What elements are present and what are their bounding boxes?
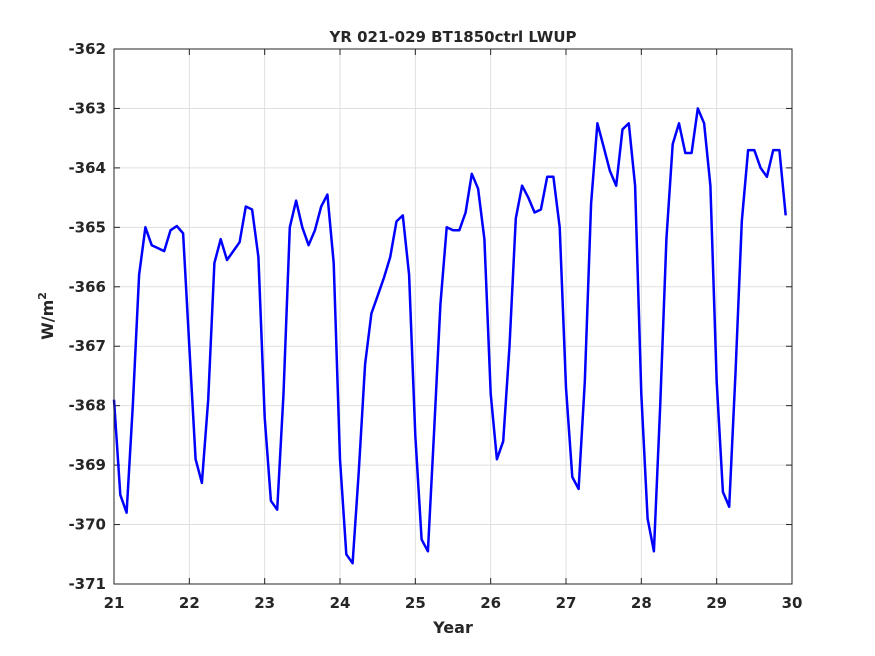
x-tick-labels: 21 22 23 24 25 26 27 28 29 30: [104, 594, 803, 612]
x-tick-label: 22: [179, 594, 200, 612]
x-tick-label: 26: [480, 594, 501, 612]
y-axis-label: W/m2: [36, 292, 57, 340]
y-tick-label: -368: [68, 397, 106, 415]
y-tick-labels: -362 -363 -364 -365 -366 -367 -368 -369 -370 -371: [68, 40, 106, 593]
y-axis-label-superscript: 2: [36, 292, 49, 300]
plot-area: [113, 48, 793, 585]
series-line: [112, 107, 787, 565]
plot-frame: [113, 48, 793, 585]
y-tick-label: -366: [68, 278, 106, 296]
y-tick-label: -371: [68, 575, 106, 593]
chart-title: YR 021-029 BT1850ctrl LWUP: [328, 28, 576, 46]
x-tick-label: 28: [631, 594, 652, 612]
y-tick-label: -362: [68, 40, 106, 58]
x-tick-label: 24: [330, 594, 351, 612]
y-tick-label: -364: [68, 159, 106, 177]
x-tick-label: 27: [556, 594, 577, 612]
x-tick-label: 29: [706, 594, 727, 612]
y-axis-label-base: W/m: [38, 300, 57, 340]
y-tick-label: -367: [68, 337, 106, 355]
x-tick-label: 21: [104, 594, 125, 612]
y-tick-label: -370: [68, 516, 106, 534]
y-tick-label: -363: [68, 99, 106, 117]
x-tick-label: 25: [405, 594, 426, 612]
y-tick-label: -369: [68, 456, 106, 474]
y-tick-label: -365: [68, 218, 106, 236]
x-axis-label: Year: [432, 618, 473, 637]
x-tick-label: 23: [254, 594, 275, 612]
x-tick-label: 30: [782, 594, 803, 612]
series-layer: [112, 107, 787, 565]
